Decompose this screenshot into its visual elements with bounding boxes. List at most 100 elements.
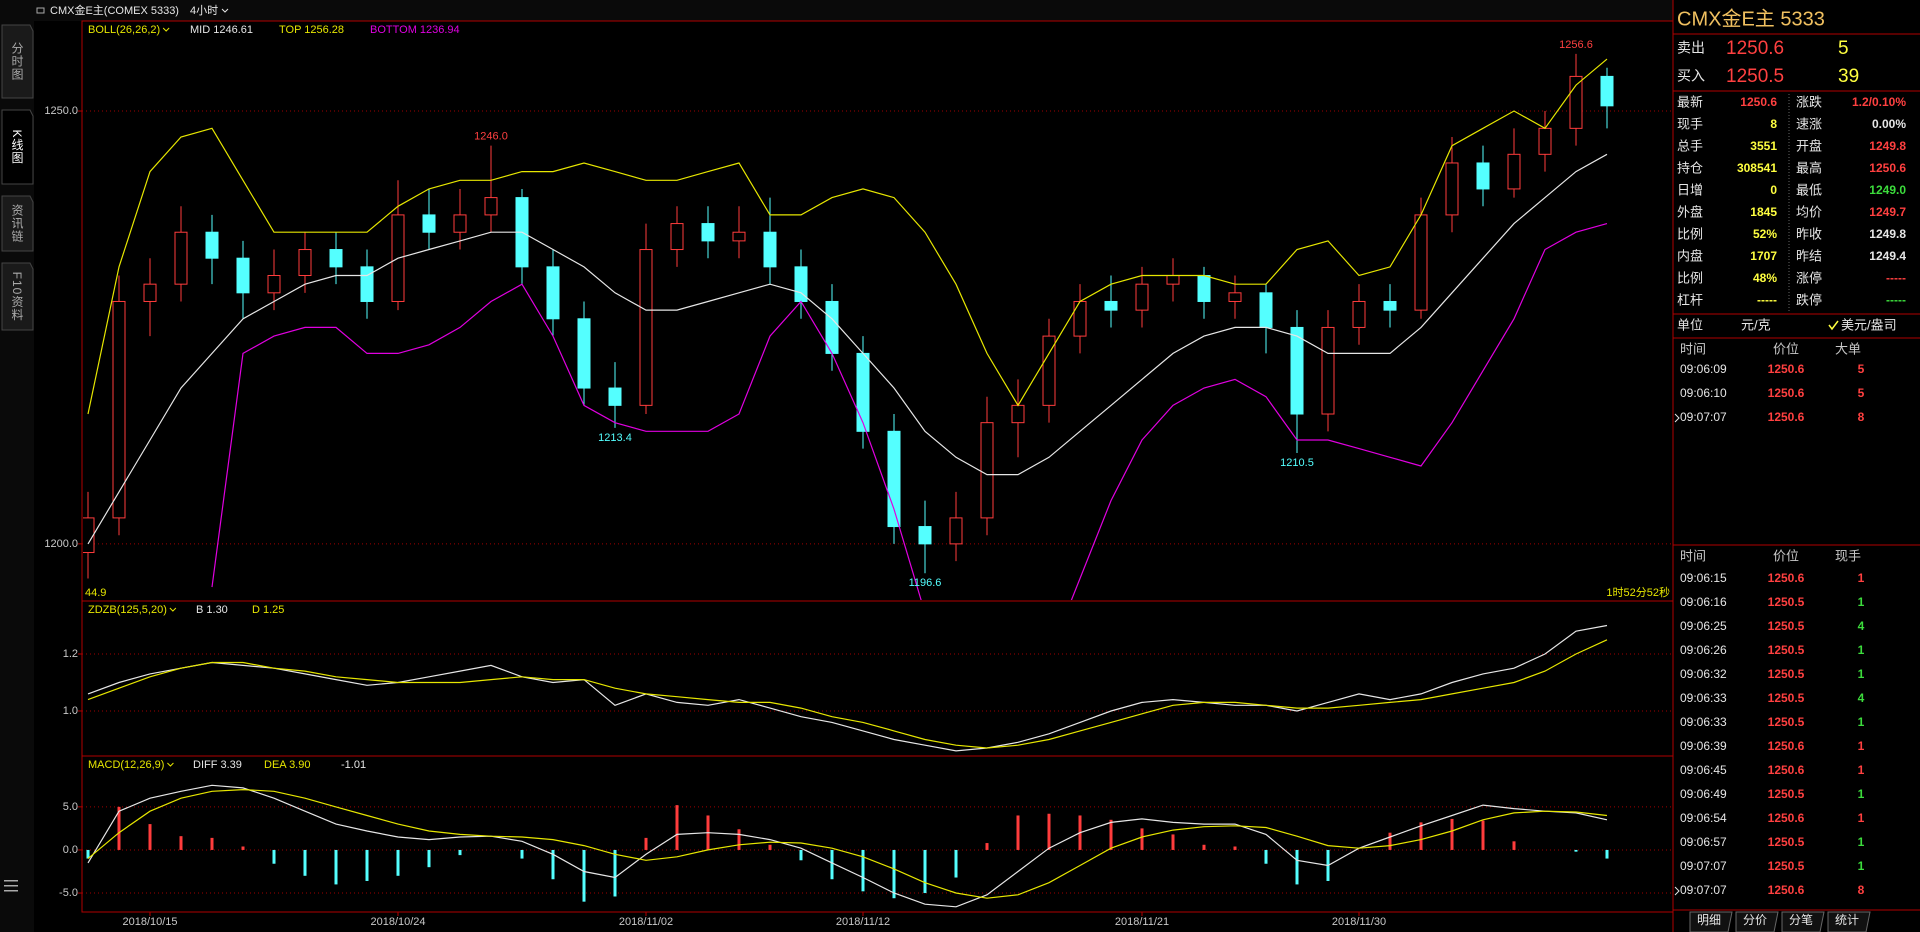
trade-time: 09:07:07 bbox=[1680, 859, 1727, 873]
menu-icon bbox=[4, 880, 18, 882]
unit-option[interactable]: 元/克 bbox=[1741, 317, 1771, 332]
trade-price: 1250.5 bbox=[1768, 691, 1805, 705]
trade-price: 1250.6 bbox=[1768, 571, 1805, 585]
tab[interactable] bbox=[1, 24, 34, 99]
candle-body bbox=[949, 517, 963, 545]
trade-volume: 1 bbox=[1858, 739, 1865, 753]
candle-body bbox=[1197, 275, 1211, 302]
trade-volume: 1 bbox=[1858, 763, 1865, 777]
trade-volume: 1 bbox=[1858, 643, 1865, 657]
candle-body bbox=[856, 352, 870, 432]
tab[interactable] bbox=[1, 109, 34, 185]
candle-body bbox=[980, 422, 994, 519]
indicator-line bbox=[87, 788, 1608, 899]
trade-time: 09:06:15 bbox=[1680, 571, 1727, 585]
bottom-tab[interactable] bbox=[1781, 911, 1825, 932]
extreme-label: 1213.4 bbox=[598, 432, 632, 444]
trade-volume: 8 bbox=[1858, 410, 1865, 424]
menu-icon bbox=[4, 885, 18, 887]
trade-price: 1250.6 bbox=[1768, 883, 1805, 897]
trade-price: 1250.6 bbox=[1768, 763, 1805, 777]
bottom-tab[interactable] bbox=[1735, 911, 1779, 932]
candle-body bbox=[267, 275, 281, 294]
countdown: 1时52分52秒 bbox=[1606, 585, 1670, 599]
row-marker bbox=[1674, 886, 1680, 896]
candle-body bbox=[112, 300, 126, 519]
stat-value: 1.2/0.10% bbox=[1852, 95, 1906, 109]
stat-value: 48% bbox=[1753, 271, 1777, 285]
stat-value: 1250.6 bbox=[1740, 95, 1777, 109]
indicator-legend: TOP 1256.28 bbox=[279, 24, 344, 36]
y-tick-label: 1.0 bbox=[63, 705, 78, 717]
candle-body bbox=[763, 231, 777, 268]
trade-time: 09:07:07 bbox=[1680, 883, 1727, 897]
trade-price: 1250.6 bbox=[1768, 386, 1805, 400]
stat-label: 涨跌 bbox=[1796, 94, 1822, 109]
candle-body bbox=[1507, 153, 1521, 190]
period-selector[interactable]: 4小时 bbox=[190, 4, 218, 17]
bottom-tab[interactable] bbox=[1827, 911, 1871, 932]
plot bbox=[87, 624, 1608, 752]
period-chevron bbox=[221, 8, 229, 13]
stat-label: 速涨 bbox=[1796, 116, 1822, 131]
tab-label: 资讯链 bbox=[10, 204, 24, 243]
quote-label: 买入 bbox=[1677, 68, 1705, 84]
y-tick-label: -5.0 bbox=[59, 887, 78, 899]
list-header: 现手 bbox=[1835, 548, 1861, 563]
stat-label: 跌停 bbox=[1796, 292, 1822, 307]
candle-body bbox=[453, 214, 467, 233]
stat-label: 总手 bbox=[1677, 138, 1703, 153]
trade-volume: 1 bbox=[1858, 715, 1865, 729]
y-tick-label: 1.2 bbox=[63, 648, 78, 660]
x-tick-label: 2018/11/12 bbox=[836, 916, 890, 928]
candle-body bbox=[608, 387, 622, 406]
stat-label: 内盘 bbox=[1677, 248, 1703, 263]
candle-body bbox=[1445, 162, 1459, 216]
stat-value: 52% bbox=[1753, 227, 1777, 241]
candle-body bbox=[639, 249, 653, 406]
stat-value: 1249.4 bbox=[1869, 249, 1906, 263]
trade-time: 09:06:57 bbox=[1680, 835, 1727, 849]
candle-body bbox=[1042, 335, 1056, 406]
candle-body bbox=[1073, 300, 1087, 337]
trade-volume: 8 bbox=[1858, 883, 1865, 897]
stat-label: 杠杆 bbox=[1677, 292, 1703, 307]
trade-price: 1250.5 bbox=[1768, 859, 1805, 873]
bottom-tab[interactable] bbox=[1689, 911, 1733, 932]
trade-time: 09:06:09 bbox=[1680, 362, 1727, 376]
candle-body bbox=[1011, 404, 1025, 424]
trade-volume: 4 bbox=[1858, 619, 1865, 633]
bottom-tab-label: 分价 bbox=[1743, 913, 1767, 927]
candle-body bbox=[1104, 300, 1118, 311]
tab[interactable] bbox=[1, 195, 34, 252]
trade-price: 1250.5 bbox=[1768, 643, 1805, 657]
x-tick-label: 2018/11/21 bbox=[1115, 916, 1169, 928]
tab[interactable] bbox=[1, 262, 34, 331]
candle-body bbox=[236, 257, 250, 294]
candle-body bbox=[1538, 127, 1552, 155]
unit-option[interactable]: 美元/盎司 bbox=[1841, 317, 1897, 332]
candle-body bbox=[1476, 162, 1490, 190]
list-header: 大单 bbox=[1835, 341, 1861, 356]
x-tick-label: 2018/11/30 bbox=[1332, 916, 1386, 928]
quote-label: 卖出 bbox=[1677, 40, 1705, 56]
trade-time: 09:06:45 bbox=[1680, 763, 1727, 777]
x-tick-label: 2018/10/24 bbox=[370, 916, 425, 928]
stat-label: 持仓 bbox=[1677, 160, 1703, 175]
trade-volume: 1 bbox=[1858, 787, 1865, 801]
trade-time: 09:06:33 bbox=[1680, 691, 1727, 705]
legend-chevron bbox=[167, 762, 174, 767]
stat-value: 1250.6 bbox=[1869, 161, 1906, 175]
indicator-line bbox=[87, 784, 1608, 908]
tab-label: K线图 bbox=[10, 129, 24, 164]
list-header: 时间 bbox=[1680, 548, 1706, 563]
stat-label: 现手 bbox=[1677, 116, 1703, 131]
menu-icon bbox=[4, 890, 18, 892]
candle-body bbox=[1569, 75, 1583, 129]
trade-time: 09:07:07 bbox=[1680, 410, 1727, 424]
x-tick-label: 2018/11/02 bbox=[619, 916, 673, 928]
indicator-line bbox=[87, 639, 1608, 749]
candle-body bbox=[546, 266, 560, 320]
